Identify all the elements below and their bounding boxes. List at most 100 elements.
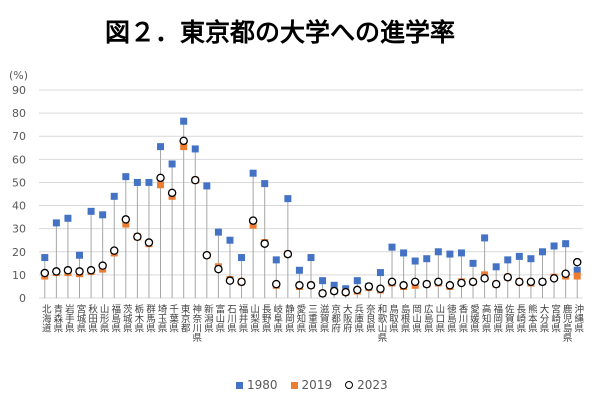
marker-1980: [353, 277, 361, 285]
marker-2023: [191, 175, 200, 185]
marker-1980: [319, 277, 327, 285]
marker-1980: [434, 248, 442, 256]
marker-1980: [52, 219, 60, 227]
marker-2023: [364, 282, 374, 291]
marker-1980: [307, 254, 315, 262]
marker-1980: [133, 178, 141, 186]
marker-2023: [399, 281, 408, 290]
marker-1980: [411, 257, 419, 265]
marker-2023: [248, 216, 258, 225]
marker-2023: [503, 272, 513, 282]
marker-2023: [98, 261, 107, 270]
marker-1980: [284, 195, 292, 203]
marker-1980: [238, 254, 246, 262]
marker-2023: [63, 266, 73, 275]
marker-2023: [410, 277, 420, 287]
marker-2023: [376, 284, 385, 294]
marker-1980: [203, 182, 211, 190]
legend: 1980 2019 2023: [236, 378, 388, 392]
marker-1980: [249, 169, 257, 177]
marker-1980: [492, 263, 500, 271]
marker-2023: [387, 277, 397, 287]
marker-1980: [573, 266, 581, 274]
marker-1980: [76, 251, 84, 259]
marker-2023: [515, 277, 524, 287]
marker-2023: [156, 173, 165, 183]
marker-2023: [179, 136, 188, 146]
marker-2023: [109, 246, 119, 255]
marker-2019: [157, 181, 165, 189]
marker-1980: [191, 145, 199, 153]
marker-1980: [145, 178, 153, 186]
marker-2023: [167, 188, 177, 198]
marker-2019: [249, 221, 257, 229]
marker-2023: [260, 239, 269, 248]
marker-1980: [457, 249, 465, 257]
y-tick-label: 40: [12, 200, 26, 213]
marker-1980: [527, 255, 535, 263]
marker-1980: [180, 117, 188, 125]
marker-1980: [469, 259, 477, 267]
marker-2023: [40, 268, 50, 278]
marker-2023: [86, 266, 96, 275]
marker-1980: [122, 173, 130, 181]
marker-1980: [168, 160, 176, 168]
marker-2023: [468, 277, 478, 287]
marker-2023: [341, 287, 350, 297]
marker-2023: [225, 276, 235, 285]
marker-2023: [133, 232, 142, 242]
marker-1980: [550, 242, 558, 250]
marker-1980: [295, 266, 303, 274]
marker-1980: [214, 228, 222, 236]
marker-2023: [538, 277, 547, 287]
marker-1980: [538, 248, 546, 256]
marker-2023: [549, 274, 559, 283]
marker-2023: [202, 250, 212, 260]
marker-2023: [144, 238, 154, 247]
marker-1980: [481, 234, 489, 242]
y-tick-label: 10: [12, 269, 26, 282]
marker-2023: [295, 281, 304, 290]
marker-2023: [526, 277, 536, 287]
legend-square-icon: [290, 381, 298, 389]
y-axis-unit-label: (%): [9, 69, 29, 82]
marker-2023: [445, 281, 455, 290]
y-tick-label: 30: [12, 223, 26, 236]
marker-2019: [180, 143, 188, 151]
marker-1980: [64, 214, 72, 222]
marker-2019: [573, 272, 581, 280]
marker-1980: [376, 269, 384, 277]
marker-2023: [237, 277, 246, 287]
marker-2023: [329, 286, 339, 296]
marker-2023: [491, 279, 501, 289]
marker-2023: [121, 215, 131, 224]
marker-1980: [446, 250, 454, 258]
marker-2023: [561, 269, 570, 278]
marker-1980: [261, 180, 269, 188]
marker-2023: [480, 274, 489, 283]
marker-1980: [226, 236, 234, 244]
marker-2023: [283, 249, 293, 259]
marker-2023: [422, 279, 431, 289]
marker-2023: [75, 267, 84, 276]
marker-1980: [423, 255, 431, 263]
marker-1980: [41, 254, 49, 262]
y-tick-label: 70: [12, 130, 26, 143]
marker-1980: [110, 192, 118, 200]
marker-2023: [353, 285, 362, 295]
marker-1980: [388, 243, 396, 251]
legend-label: 1980: [247, 378, 278, 392]
marker-1980: [99, 211, 107, 219]
marker-1980: [562, 240, 570, 248]
y-tick-label: 60: [12, 153, 26, 166]
marker-2023: [306, 281, 316, 290]
marker-1980: [87, 207, 95, 215]
legend-item-2019: 2019: [290, 378, 332, 392]
marker-1980: [504, 256, 512, 264]
y-tick-label: 20: [12, 246, 26, 259]
marker-2023: [52, 267, 61, 276]
legend-item-2023: 2023: [345, 378, 388, 392]
legend-square-icon: [236, 381, 243, 389]
